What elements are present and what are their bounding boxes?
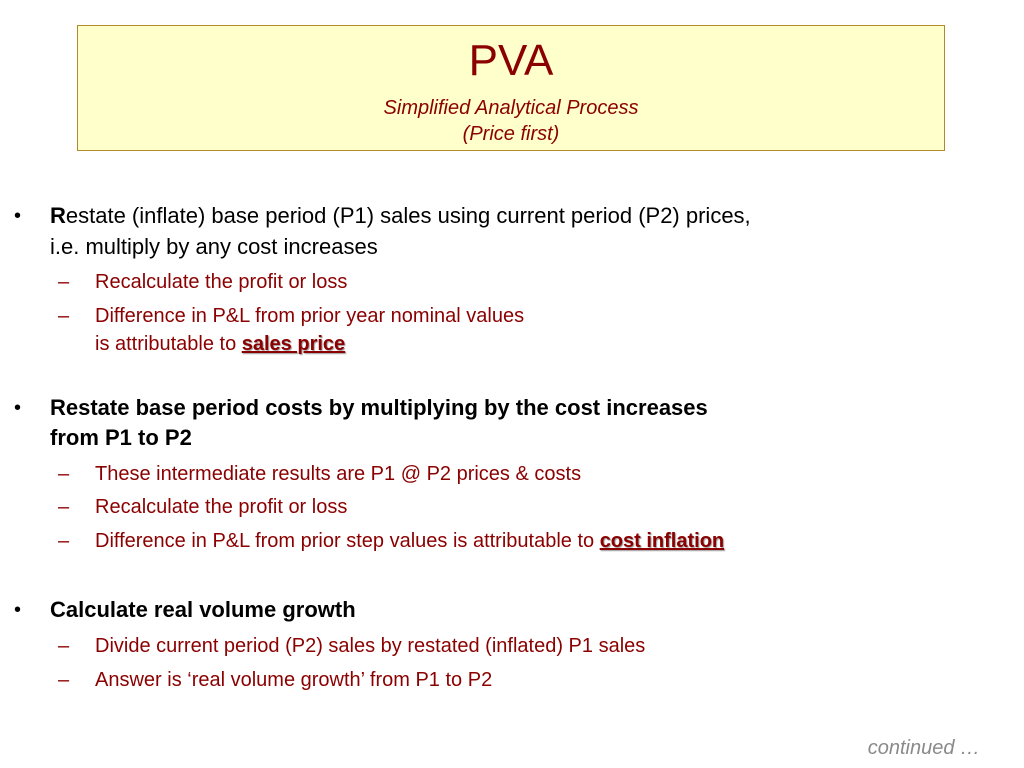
bullet-marker: • xyxy=(14,397,22,419)
bullet-2-sub-3-text: Difference in P&L from prior step values… xyxy=(95,530,600,552)
bullet-1-sub-2-line2: is attributable to sales price xyxy=(95,330,975,358)
sub-marker: – xyxy=(58,635,70,657)
sub-marker: – xyxy=(58,463,70,485)
bullet-1-sub-2-prefix: is attributable to xyxy=(95,333,242,355)
bullet-3-sub-2: Answer is ‘real volume growth’ from P1 t… xyxy=(95,669,493,691)
bullet-marker: • xyxy=(14,599,22,621)
sub-marker: – xyxy=(58,305,70,327)
sub-marker: – xyxy=(58,496,70,518)
bullet-3-line1: Calculate real volume growth xyxy=(50,597,356,622)
slide-subtitle-line1: Simplified Analytical Process xyxy=(383,97,639,119)
slide-subtitle-line2: (Price first) xyxy=(462,123,560,145)
bullet-3-sub-1: Divide current period (P2) sales by rest… xyxy=(95,635,646,657)
bullet-1-line1: Restate (inflate) base period (P1) sales… xyxy=(50,202,980,230)
bullet-1-line1-rest: estate (inflate) base period (P1) sales … xyxy=(65,203,751,228)
highlight-cost-inflation: cost inflation xyxy=(599,530,725,552)
continued-note: continued … xyxy=(867,737,980,759)
sub-marker: – xyxy=(58,530,70,552)
title-box: PVA Simplified Analytical Process (Price… xyxy=(77,25,945,151)
bullet-2-sub-3: Difference in P&L from prior step values… xyxy=(95,527,975,555)
bullet-2-sub-2: Recalculate the profit or loss xyxy=(95,496,348,518)
bullet-1-sub-1: Recalculate the profit or loss xyxy=(95,271,348,293)
sub-marker: – xyxy=(58,271,70,293)
highlight-sales-price: sales price xyxy=(241,333,346,355)
bullet-2-sub-1: These intermediate results are P1 @ P2 p… xyxy=(95,463,582,485)
sub-marker: – xyxy=(58,669,70,691)
slide-title: PVA xyxy=(468,36,554,85)
bullet-2-line1: Restate base period costs by multiplying… xyxy=(50,395,708,420)
bullet-1-line2: i.e. multiply by any cost increases xyxy=(50,234,378,259)
bullet-1-sub-2-line1: Difference in P&L from prior year nomina… xyxy=(95,305,525,327)
bullet-marker: • xyxy=(14,205,22,227)
bullet-2-line2: from P1 to P2 xyxy=(50,425,192,450)
bullet-1-first-letter: R xyxy=(50,203,66,228)
